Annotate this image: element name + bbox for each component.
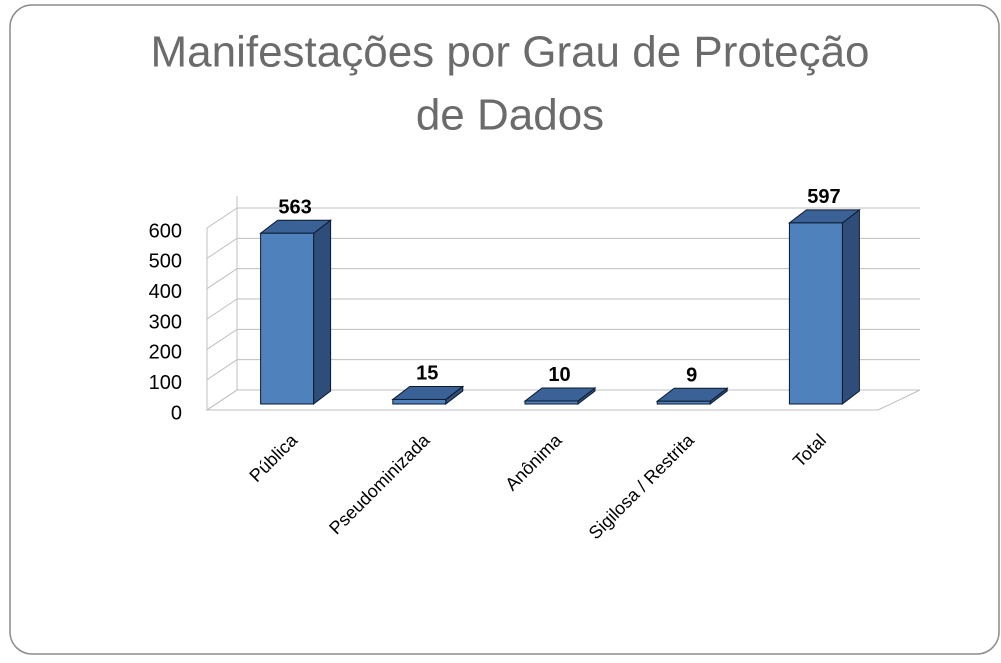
value-label: 10 [548,364,570,386]
value-label: 9 [686,365,697,387]
y-tick-label: 200 [149,342,182,364]
grid-line [206,268,920,290]
bar [260,232,315,405]
grid-line [206,359,920,381]
y-tick-label: 400 [149,281,182,303]
chart-title: de Dados [416,91,604,140]
value-label: 15 [416,363,438,385]
bar [788,222,843,405]
bar [392,398,447,405]
bar [656,400,711,405]
y-tick-label: 100 [149,372,182,394]
y-tick-label: 300 [149,311,182,333]
y-tick-label: 0 [171,402,182,424]
grid-line [206,298,920,320]
grid-line [206,237,920,259]
bar [524,400,579,405]
chart-title: Manifestações por Grau de Proteção [150,28,869,77]
grid-line [206,207,920,229]
value-label: 563 [278,197,311,219]
y-tick-label: 600 [149,220,182,242]
bar-side [841,208,860,406]
bar-side [313,219,332,406]
grid-line [206,328,920,350]
y-tick-label: 500 [149,251,182,273]
value-label: 597 [807,186,840,208]
